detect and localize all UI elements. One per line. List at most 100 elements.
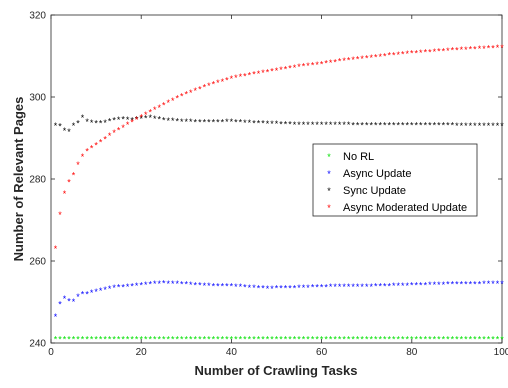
data-point: * bbox=[419, 280, 423, 290]
data-point: * bbox=[185, 117, 189, 127]
data-point: * bbox=[442, 121, 446, 131]
data-point: * bbox=[482, 121, 486, 131]
data-point: * bbox=[261, 284, 265, 294]
data-point: * bbox=[252, 70, 256, 80]
data-point: * bbox=[203, 334, 207, 344]
data-point: * bbox=[351, 55, 355, 65]
data-point: * bbox=[185, 334, 189, 344]
data-point: * bbox=[324, 59, 328, 69]
series-async-moderated-update: ******** * * * * * * * * * * * * * * * * * * * * * * * * * * * * * * * *… bbox=[54, 43, 504, 254]
data-point: * bbox=[108, 334, 112, 344]
data-point: * bbox=[342, 56, 346, 66]
data-point: * bbox=[180, 117, 184, 127]
data-point: * bbox=[433, 121, 437, 131]
data-point: * bbox=[63, 294, 67, 304]
data-point: * bbox=[297, 334, 301, 344]
data-point: * bbox=[415, 334, 419, 344]
data-point: * bbox=[360, 120, 364, 130]
data-point: * bbox=[437, 280, 441, 290]
data-point: * bbox=[383, 51, 387, 61]
data-point: * bbox=[320, 59, 324, 69]
data-point: * bbox=[261, 68, 265, 78]
data-point: * bbox=[360, 282, 364, 292]
data-point: * bbox=[360, 54, 364, 64]
data-point: * bbox=[248, 118, 252, 128]
data-point: * bbox=[487, 279, 491, 289]
data-point: * bbox=[221, 282, 225, 292]
data-point: * bbox=[54, 244, 58, 254]
data-point: * bbox=[433, 280, 437, 290]
data-point: * bbox=[442, 46, 446, 56]
data-point: * bbox=[90, 288, 94, 298]
data-point: * bbox=[293, 63, 297, 73]
data-point: * bbox=[117, 115, 121, 125]
data-point: * bbox=[108, 117, 112, 127]
data-point: * bbox=[216, 334, 220, 344]
data-point: * bbox=[76, 119, 80, 129]
data-point: * bbox=[85, 117, 89, 127]
data-point: * bbox=[293, 334, 297, 344]
data-point: * bbox=[58, 210, 62, 220]
data-point: * bbox=[460, 45, 464, 55]
data-point: * bbox=[329, 334, 333, 344]
data-point: * bbox=[225, 282, 229, 292]
data-point: * bbox=[270, 284, 274, 294]
data-point: * bbox=[121, 282, 125, 292]
data-point: * bbox=[482, 44, 486, 54]
data-point: * bbox=[58, 300, 62, 310]
ticks-layer: 0 20 40 60 80 100 240 260 280 300 320 bbox=[29, 11, 508, 359]
data-point: * bbox=[428, 47, 432, 57]
data-point: * bbox=[90, 144, 94, 154]
data-point: * bbox=[144, 110, 148, 120]
data-point: * bbox=[491, 334, 495, 344]
data-point: * bbox=[171, 334, 175, 344]
data-point: * bbox=[270, 334, 274, 344]
data-point: * bbox=[455, 121, 459, 131]
data-point: * bbox=[248, 283, 252, 293]
data-point: * bbox=[203, 83, 207, 93]
data-point: * bbox=[153, 114, 157, 124]
data-point: * bbox=[406, 334, 410, 344]
data-point: * bbox=[108, 131, 112, 141]
data-point: * bbox=[338, 282, 342, 292]
data-point: * bbox=[139, 114, 143, 124]
data-point: * bbox=[162, 115, 166, 125]
data-point: * bbox=[306, 334, 310, 344]
data-point: * bbox=[365, 54, 369, 64]
data-point: * bbox=[347, 282, 351, 292]
data-point: * bbox=[397, 50, 401, 60]
data-point: * bbox=[455, 334, 459, 344]
data-point: * bbox=[261, 334, 265, 344]
data-point: * bbox=[212, 334, 216, 344]
data-point: * bbox=[252, 118, 256, 128]
data-point: * bbox=[252, 283, 256, 293]
data-point: * bbox=[189, 88, 193, 98]
data-point: * bbox=[392, 334, 396, 344]
data-point: * bbox=[491, 121, 495, 131]
data-point: * bbox=[180, 334, 184, 344]
data-point: * bbox=[239, 282, 243, 292]
data-point: * bbox=[157, 279, 161, 289]
data-point: * bbox=[248, 334, 252, 344]
data-point: * bbox=[369, 334, 373, 344]
data-point: * bbox=[446, 46, 450, 56]
data-point: * bbox=[351, 120, 355, 130]
x-tick-label: 60 bbox=[316, 347, 328, 358]
data-point: * bbox=[437, 334, 441, 344]
data-point: * bbox=[410, 49, 414, 59]
data-point: * bbox=[487, 334, 491, 344]
x-tick-label: 20 bbox=[136, 347, 148, 358]
data-point: * bbox=[397, 120, 401, 130]
data-point: * bbox=[279, 119, 283, 129]
data-point: * bbox=[419, 48, 423, 58]
x-tick-label: 40 bbox=[226, 347, 238, 358]
data-point: * bbox=[252, 334, 256, 344]
data-point: * bbox=[469, 45, 473, 55]
data-point: * bbox=[81, 152, 85, 162]
data-point: * bbox=[99, 118, 103, 128]
data-point: * bbox=[491, 279, 495, 289]
data-point: * bbox=[329, 282, 333, 292]
data-point: * bbox=[58, 122, 62, 132]
data-point: * bbox=[433, 47, 437, 57]
